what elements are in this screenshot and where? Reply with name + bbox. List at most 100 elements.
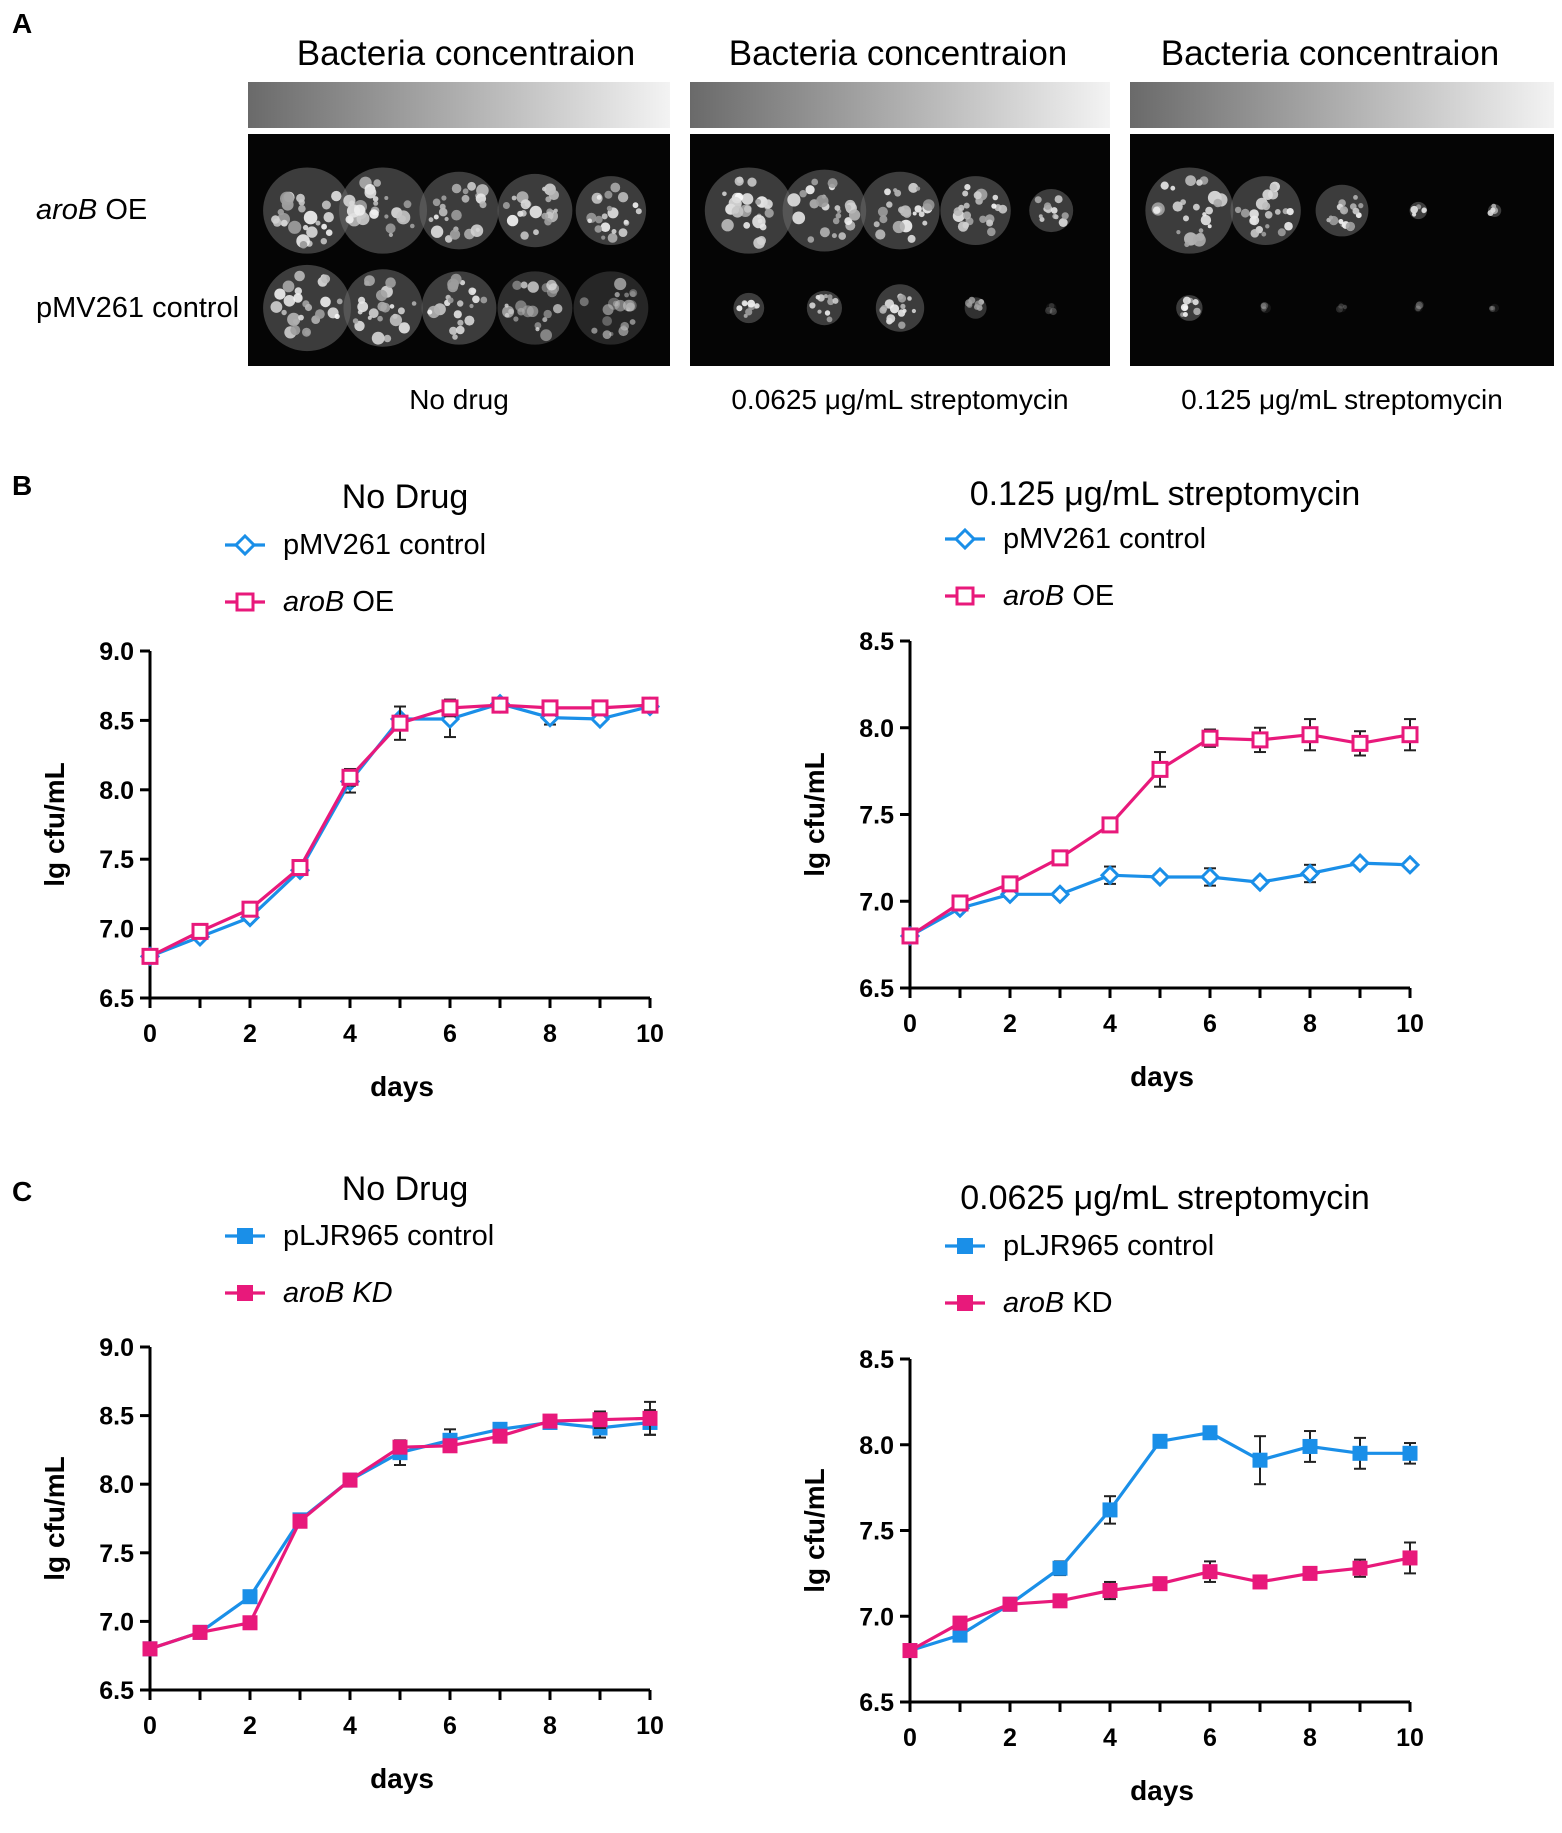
x-axis-label: days: [1130, 1061, 1194, 1092]
colony-spot: [573, 271, 649, 345]
data-point: [1199, 866, 1221, 888]
data-point: [1251, 731, 1269, 749]
y-tick-label: 8.5: [99, 1403, 134, 1431]
data-point: [1052, 1560, 1068, 1576]
svg-text:aroB OE: aroB OE: [1003, 580, 1114, 612]
x-tick-label: 10: [1396, 1724, 1424, 1752]
y-tick-label: 6.5: [859, 1689, 894, 1717]
y-tick-label: 8.0: [859, 1432, 894, 1460]
colony-spot: [575, 176, 647, 246]
data-point: [641, 696, 659, 714]
data-point: [1049, 884, 1071, 905]
series-line: [909, 1556, 1411, 1653]
data-point: [1352, 1445, 1368, 1461]
series-line: [909, 1431, 1410, 1653]
x-tick-label: 6: [443, 1712, 457, 1740]
agar-plate-0-0625-streptomycin: [690, 134, 1110, 366]
svg-text:aroB KD: aroB KD: [1003, 1287, 1113, 1319]
concentration-gradient-3: [1130, 82, 1554, 128]
series-arob: [902, 1541, 1418, 1659]
y-axis-label: lg cfu/mL: [40, 1456, 70, 1580]
colony-spot: [964, 296, 987, 319]
y-tick-label: 8.0: [859, 715, 894, 743]
data-point: [1102, 1583, 1118, 1599]
x-axis-label: days: [370, 1071, 434, 1102]
data-point: [952, 1615, 968, 1631]
concentration-gradient-1: [248, 82, 670, 128]
legend-entry: aroB OE: [945, 580, 1114, 612]
chart-axes: [908, 1359, 1410, 1704]
x-tick-label: 4: [343, 1712, 357, 1740]
colony-spot: [1029, 189, 1074, 233]
data-point: [1202, 1425, 1218, 1441]
series-line: [149, 702, 651, 958]
y-tick-label: 9.0: [99, 1334, 134, 1362]
data-point: [1002, 1596, 1018, 1612]
data-point: [1052, 1593, 1068, 1609]
concentration-title-1: Bacteria concentraion: [296, 34, 636, 73]
legend-entry: pMV261 control: [945, 523, 1206, 555]
data-point: [141, 947, 159, 965]
data-point: [1301, 726, 1319, 744]
data-point: [1152, 1433, 1168, 1449]
y-tick-label: 9.0: [99, 638, 134, 666]
data-point: [242, 1589, 258, 1605]
legend-entry: aroB KD: [945, 1287, 1113, 1319]
x-tick-label: 8: [1303, 1010, 1317, 1038]
concentration-gradient-2: [690, 82, 1110, 128]
data-point: [192, 1624, 208, 1640]
colony-spot: [940, 176, 1011, 246]
row-label-arob-oe-rest: OE: [97, 194, 148, 226]
colony-spot: [1176, 295, 1203, 321]
data-point: [441, 699, 459, 717]
data-point: [1252, 1452, 1268, 1468]
y-tick-label: 8.0: [99, 1471, 134, 1499]
legend-entry: pLJR965 control: [225, 1220, 494, 1252]
data-point: [342, 1472, 358, 1488]
colony-spot: [1145, 167, 1234, 254]
data-point: [1402, 1550, 1418, 1566]
colony-spot: [497, 271, 573, 345]
data-point: [1302, 1438, 1318, 1454]
data-point: [642, 1410, 658, 1426]
legend-entry: pLJR965 control: [945, 1230, 1214, 1262]
colony-spot: [1045, 302, 1057, 316]
agar-plate-no-drug: [248, 134, 670, 366]
colony-spot: [263, 167, 352, 254]
x-tick-label: 10: [1396, 1010, 1424, 1038]
panel-c-letter: C: [12, 1176, 33, 1207]
plate-caption-0-125: 0.125 μg/mL streptomycin: [1181, 384, 1503, 415]
data-point: [1101, 816, 1119, 834]
data-point: [591, 699, 609, 717]
colony-spot: [1489, 303, 1500, 313]
x-tick-label: 10: [636, 1712, 664, 1740]
data-point: [492, 1428, 508, 1444]
x-tick-label: 2: [1003, 1724, 1017, 1752]
chart-axes: [148, 651, 650, 1000]
y-tick-label: 7.0: [99, 1608, 134, 1636]
row-label-pmv261-control-text: pMV261 control: [36, 292, 240, 324]
y-tick-label: 6.5: [99, 985, 134, 1013]
x-tick-label: 4: [1103, 1010, 1117, 1038]
x-tick-label: 8: [543, 1020, 557, 1048]
chart-b-streptomycin-0-125: 6.5 7.0 7.5 8.0 8.5 0 2 4 6 8 10 days lg cfu/mL 0.125…: [800, 478, 1424, 1092]
chart-c-no-drug: 6.5 7.0 7.5 8.0 8.5 9.0 0 2 4 6 8 10 days lg cfu/mL No…: [40, 1170, 664, 1794]
data-point: [1349, 852, 1371, 874]
x-tick-label: 4: [343, 1020, 357, 1048]
x-tick-label: 4: [1103, 1724, 1117, 1752]
chart-title: No Drug: [342, 1170, 469, 1208]
colony-spot: [343, 269, 423, 347]
x-tick-label: 6: [443, 1020, 457, 1048]
series-arob: [141, 696, 659, 965]
row-label-pmv261-control: pMV261 control: [36, 292, 239, 325]
data-point: [951, 894, 969, 912]
x-tick-label: 6: [1203, 1724, 1217, 1752]
svg-text:pLJR965 control: pLJR965 control: [1003, 1230, 1214, 1262]
y-tick-label: 7.5: [859, 1518, 894, 1546]
chart-title: No Drug: [342, 478, 469, 516]
legend-entry: aroB KD: [225, 1277, 393, 1309]
data-point: [291, 859, 309, 877]
y-tick-label: 6.5: [99, 1677, 134, 1705]
svg-text:aroB OE: aroB OE: [283, 586, 394, 618]
x-tick-label: 2: [243, 1712, 257, 1740]
